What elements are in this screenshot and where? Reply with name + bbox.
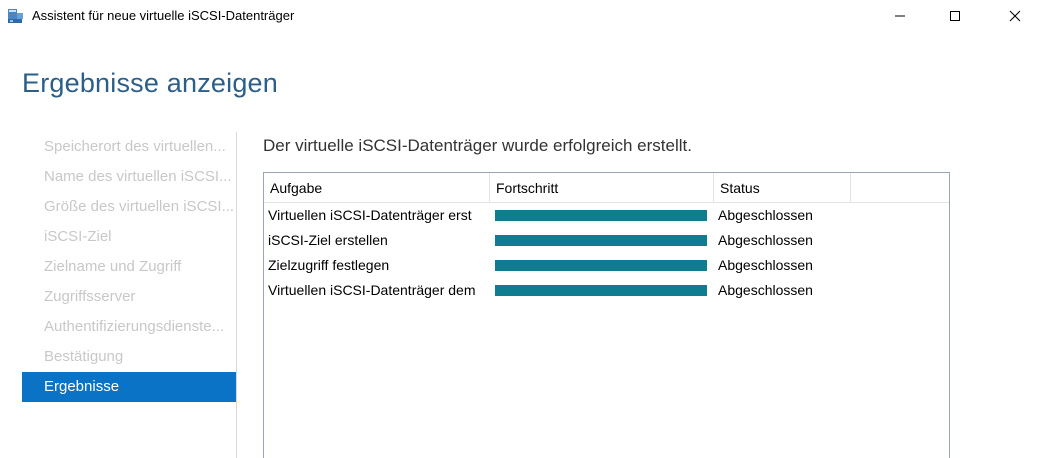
table-row[interactable]: iSCSI-Ziel erstellen Abgeschlossen bbox=[264, 228, 949, 253]
nav-item-authentifizierung: Authentifizierungsdienste... bbox=[44, 318, 225, 335]
status-cell: Abgeschlossen bbox=[718, 207, 813, 223]
page-title: Ergebnisse anzeigen bbox=[22, 68, 278, 98]
progress-bar bbox=[495, 285, 707, 296]
close-icon bbox=[1009, 7, 1021, 26]
task-cell: Zielzugriff festlegen bbox=[268, 257, 390, 273]
close-button[interactable] bbox=[992, 0, 1038, 32]
progress-bar bbox=[495, 260, 707, 271]
column-header-fortschritt[interactable]: Fortschritt bbox=[490, 173, 714, 203]
nav-item-speicherort: Speicherort des virtuellen... bbox=[44, 138, 226, 155]
wizard-content: Ergebnisse anzeigen Speicherort des virt… bbox=[0, 32, 1038, 458]
nav-item-zielname: Zielname und Zugriff bbox=[44, 258, 182, 275]
task-cell: Virtuellen iSCSI-Datenträger dem bbox=[268, 282, 476, 298]
status-cell: Abgeschlossen bbox=[718, 282, 813, 298]
status-cell: Abgeschlossen bbox=[718, 257, 813, 273]
task-cell: iSCSI-Ziel erstellen bbox=[268, 232, 388, 248]
window-title: Assistent für neue virtuelle iSCSI-Daten… bbox=[32, 8, 295, 23]
table-row[interactable]: Virtuellen iSCSI-Datenträger dem Abgesch… bbox=[264, 278, 949, 303]
task-cell: Virtuellen iSCSI-Datenträger erst bbox=[268, 207, 472, 223]
status-cell: Abgeschlossen bbox=[718, 232, 813, 248]
title-bar: Assistent für neue virtuelle iSCSI-Daten… bbox=[0, 0, 1038, 32]
results-table: Aufgabe Fortschritt Status Virtuellen iS… bbox=[263, 172, 950, 458]
progress-fill bbox=[495, 210, 707, 221]
column-header-extra bbox=[851, 173, 949, 203]
nav-item-ergebnisse[interactable]: Ergebnisse bbox=[22, 372, 236, 402]
nav-item-zugriffsserver: Zugriffsserver bbox=[44, 288, 136, 305]
table-header: Aufgabe Fortschritt Status bbox=[264, 173, 949, 203]
column-header-aufgabe[interactable]: Aufgabe bbox=[264, 173, 490, 203]
minimize-icon bbox=[894, 7, 906, 26]
minimize-button[interactable] bbox=[877, 0, 923, 32]
maximize-icon bbox=[949, 7, 961, 26]
status-message: Der virtuelle iSCSI-Datenträger wurde er… bbox=[263, 136, 692, 155]
wizard-nav: Speicherort des virtuellen... Name des v… bbox=[22, 132, 236, 402]
progress-fill bbox=[495, 235, 707, 246]
nav-item-name: Name des virtuellen iSCSI... bbox=[44, 168, 232, 185]
nav-item-groesse: Größe des virtuellen iSCSI... bbox=[44, 198, 235, 215]
nav-item-bestaetigung: Bestätigung bbox=[44, 348, 124, 365]
nav-item-iscsi-ziel: iSCSI-Ziel bbox=[44, 228, 112, 245]
table-row[interactable]: Zielzugriff festlegen Abgeschlossen bbox=[264, 253, 949, 278]
nav-divider bbox=[236, 132, 237, 458]
maximize-button[interactable] bbox=[932, 0, 978, 32]
progress-fill bbox=[495, 260, 707, 271]
progress-fill bbox=[495, 285, 707, 296]
table-row[interactable]: Virtuellen iSCSI-Datenträger erst Abgesc… bbox=[264, 203, 949, 228]
progress-bar bbox=[495, 210, 707, 221]
iscsi-wizard-icon bbox=[7, 7, 25, 25]
column-header-status[interactable]: Status bbox=[714, 173, 851, 203]
progress-bar bbox=[495, 235, 707, 246]
